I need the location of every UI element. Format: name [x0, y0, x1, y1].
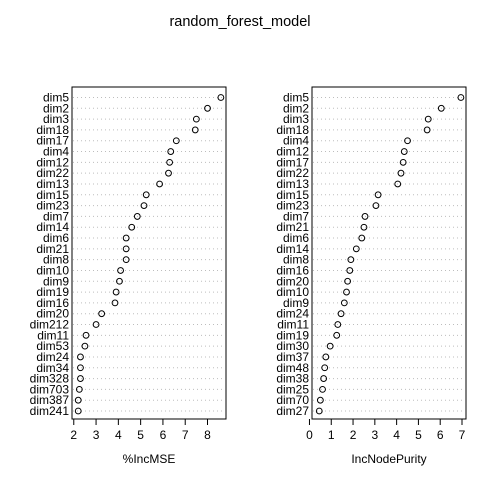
x-tick-label: 4 [393, 428, 400, 442]
x-tick-label: 7 [182, 428, 189, 442]
x-tick-label: 0 [306, 428, 313, 442]
x-tick-label: 5 [415, 428, 422, 442]
category-label: dim27 [276, 404, 309, 418]
x-tick-label: 2 [70, 428, 77, 442]
chart-title: random_forest_model [169, 14, 310, 30]
x-tick-label: 6 [160, 428, 167, 442]
x-axis-label: IncNodePurity [351, 452, 426, 466]
category-label: dim241 [30, 404, 70, 418]
x-tick-label: 3 [93, 428, 100, 442]
x-tick-label: 4 [115, 428, 122, 442]
x-tick-label: 6 [437, 428, 444, 442]
x-tick-label: 2 [350, 428, 357, 442]
x-axis-label: %IncMSE [123, 452, 176, 466]
x-tick-label: 5 [137, 428, 144, 442]
x-tick-label: 3 [371, 428, 378, 442]
x-tick-label: 8 [204, 428, 211, 442]
x-tick-label: 7 [459, 428, 466, 442]
x-tick-label: 1 [328, 428, 335, 442]
